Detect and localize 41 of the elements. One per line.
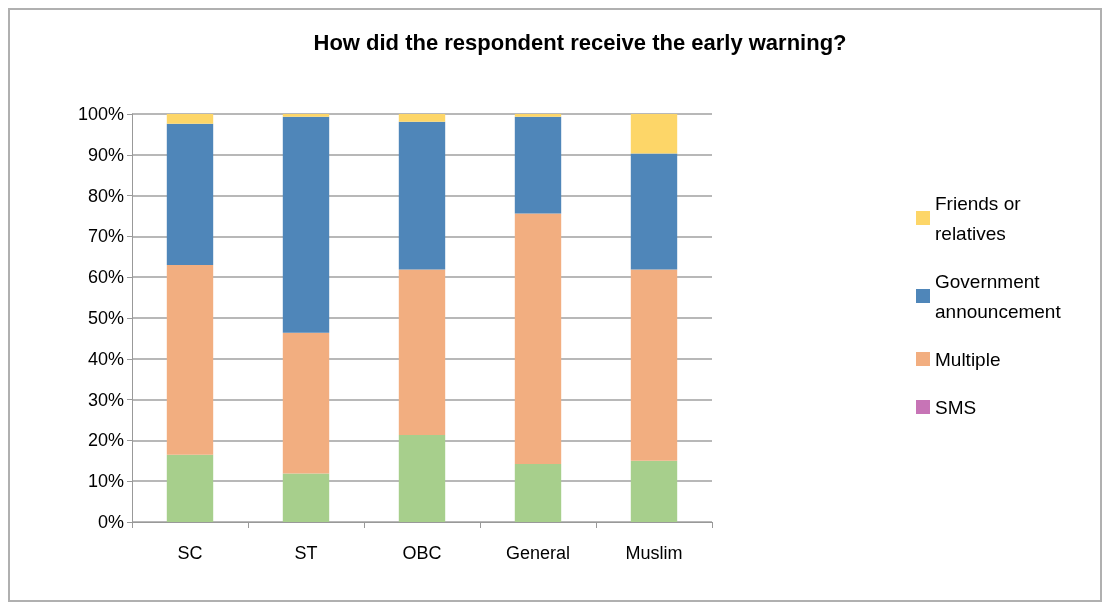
bar bbox=[166, 454, 214, 522]
bar bbox=[514, 116, 562, 214]
y-tick-label: 90% bbox=[87, 144, 124, 165]
bar bbox=[282, 473, 330, 522]
bar bbox=[630, 114, 678, 154]
bar bbox=[514, 464, 562, 522]
bar bbox=[630, 153, 678, 270]
bar bbox=[514, 213, 562, 465]
bar bbox=[630, 460, 678, 522]
bar bbox=[398, 435, 446, 522]
bar bbox=[398, 269, 446, 436]
y-tick-label: 70% bbox=[87, 226, 124, 247]
y-tick-label: 60% bbox=[87, 267, 124, 288]
legend-label: Government announcement bbox=[935, 270, 1062, 322]
x-tick-label: Muslim bbox=[625, 543, 683, 563]
legend-label: Multiple bbox=[935, 348, 1001, 370]
x-tick-label: General bbox=[505, 543, 571, 563]
bar bbox=[398, 114, 446, 122]
y-tick-label: 40% bbox=[87, 348, 124, 369]
chart-title: How did the respondent receive the early warning? bbox=[313, 29, 847, 55]
y-tick-label: 50% bbox=[87, 308, 124, 328]
bar bbox=[166, 264, 214, 455]
x-tick-label: SC bbox=[177, 543, 203, 563]
x-tick-label: OBC bbox=[402, 543, 442, 563]
y-tick-label: 30% bbox=[87, 389, 124, 410]
legend-label: Friends or relatives bbox=[935, 192, 1026, 244]
y-tick-label: 10% bbox=[87, 471, 124, 492]
y-tick-label: 100% bbox=[77, 104, 124, 124]
bar bbox=[282, 114, 330, 117]
legend-label: SMS bbox=[935, 396, 977, 418]
bar bbox=[398, 121, 446, 270]
bar bbox=[166, 123, 214, 265]
bar bbox=[282, 332, 330, 474]
bar bbox=[514, 114, 562, 117]
y-tick-label: 0% bbox=[97, 512, 124, 532]
bar bbox=[166, 114, 214, 124]
bar bbox=[630, 269, 678, 461]
y-tick-label: 80% bbox=[87, 185, 124, 206]
y-tick-label: 20% bbox=[87, 430, 124, 451]
bar bbox=[282, 116, 330, 333]
x-tick-label: ST bbox=[294, 543, 318, 563]
